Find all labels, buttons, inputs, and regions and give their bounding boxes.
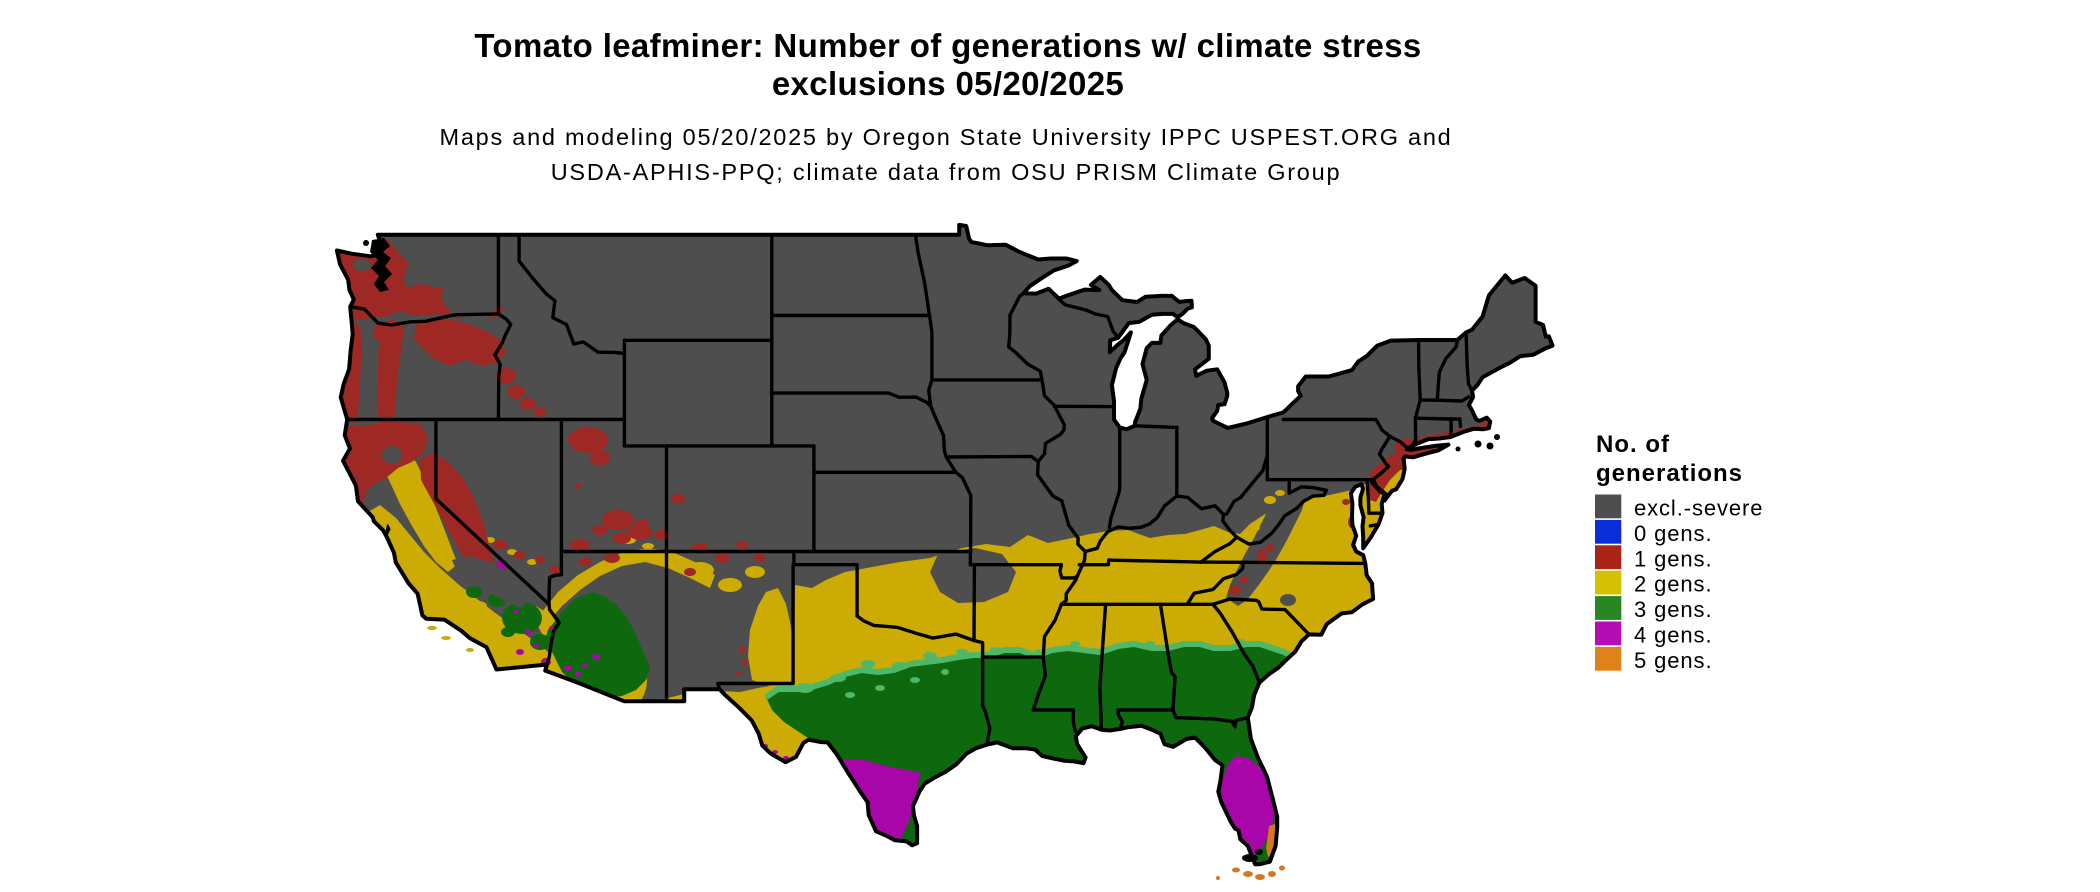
svg-text:USDA-APHIS-PPQ; climate data f: USDA-APHIS-PPQ; climate data from OSU PR… bbox=[551, 159, 1342, 185]
svg-text:5 gens.: 5 gens. bbox=[1634, 648, 1712, 673]
svg-text:4 gens.: 4 gens. bbox=[1634, 623, 1712, 648]
svg-text:excl.-severe: excl.-severe bbox=[1634, 496, 1763, 521]
svg-text:exclusions 05/20/2025: exclusions 05/20/2025 bbox=[772, 65, 1124, 102]
svg-text:3 gens.: 3 gens. bbox=[1634, 597, 1712, 622]
svg-text:generations: generations bbox=[1596, 460, 1743, 487]
svg-text:Maps and modeling 05/20/2025 b: Maps and modeling 05/20/2025 by Oregon S… bbox=[440, 124, 1453, 150]
svg-text:Tomato leafminer: Number of ge: Tomato leafminer: Number of generations … bbox=[474, 27, 1421, 64]
svg-text:0 gens.: 0 gens. bbox=[1634, 521, 1712, 546]
svg-text:1 gens.: 1 gens. bbox=[1634, 546, 1712, 571]
svg-text:No. of: No. of bbox=[1596, 431, 1670, 458]
svg-text:2 gens.: 2 gens. bbox=[1634, 572, 1712, 597]
